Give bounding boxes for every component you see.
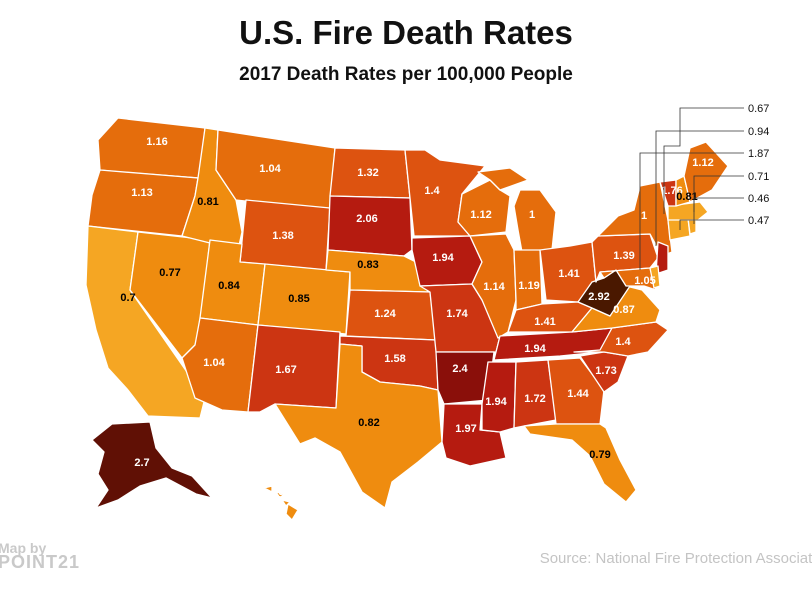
state-de[interactable]: [649, 265, 661, 289]
callout-value: 0.47: [748, 215, 769, 227]
label-oh: 1.41: [558, 268, 579, 280]
label-or: 1.13: [131, 187, 152, 199]
state-al[interactable]: [513, 359, 557, 429]
label-sd: 2.06: [356, 213, 377, 225]
label-pa: 1.39: [613, 250, 634, 262]
callout-value: 0.71: [748, 171, 769, 183]
state-sc[interactable]: [579, 351, 629, 393]
label-nv: 0.77: [159, 267, 180, 279]
label-mo: 1.74: [446, 308, 468, 320]
state-ga[interactable]: [547, 357, 605, 425]
label-nd: 1.32: [357, 167, 378, 179]
state-ma[interactable]: [667, 201, 709, 221]
label-md: 1.05: [634, 275, 655, 287]
credit-line: Map by: [0, 540, 47, 556]
callout-value: 0.94: [748, 126, 769, 138]
label-in: 1.19: [518, 280, 539, 292]
label-il: 1.14: [483, 281, 505, 293]
state-nj[interactable]: [655, 241, 669, 275]
state-fl[interactable]: [523, 423, 637, 503]
callout-leader: [639, 152, 744, 270]
state-mi[interactable]: [477, 167, 557, 253]
source-note: Source: National Fire Protection Associa…: [539, 550, 812, 567]
label-wa: 1.16: [146, 136, 167, 148]
label-fl: 0.79: [589, 449, 610, 461]
callout-labels: 0.67 0.94 1.87 0.71 0.46 0.47: [748, 103, 769, 227]
callout-leader: [679, 219, 744, 230]
label-ca: 0.7: [120, 292, 135, 304]
label-me: 1.12: [692, 157, 713, 169]
callout-value: 0.46: [748, 193, 769, 205]
label-mt: 1.04: [259, 163, 281, 175]
map-credit: Map by POINT21: [0, 540, 81, 572]
label-nc: 1.4: [615, 336, 631, 348]
label-ok: 1.58: [384, 353, 405, 365]
state-me[interactable]: [683, 141, 729, 203]
label-hi: 0.98: [269, 489, 290, 501]
label-la: 1.97: [455, 423, 476, 435]
label-ms: 1.94: [485, 396, 507, 408]
callout-leader: [693, 197, 744, 224]
state-or[interactable]: [87, 169, 199, 237]
callout-leader: [655, 130, 744, 246]
label-wy: 1.38: [272, 230, 293, 242]
state-ct[interactable]: [667, 217, 691, 241]
label-al: 1.72: [524, 393, 545, 405]
label-va: 0.87: [613, 304, 634, 316]
label-ut: 0.84: [218, 280, 240, 292]
callout-leader: [663, 107, 744, 214]
state-nc[interactable]: [573, 321, 669, 357]
callout-value: 0.67: [748, 103, 769, 115]
label-ak: 2.7: [134, 457, 149, 469]
label-tn: 1.94: [524, 343, 546, 355]
label-ky: 1.41: [534, 316, 555, 328]
map-title: U.S. Fire Death Rates: [239, 14, 573, 51]
label-wv: 2.92: [588, 291, 609, 303]
state-il[interactable]: [469, 233, 517, 339]
label-id: 0.81: [197, 196, 218, 208]
label-nm: 1.67: [275, 364, 296, 376]
label-az: 1.04: [203, 357, 225, 369]
callout-leaders: [639, 107, 744, 270]
label-mn: 1.4: [424, 185, 440, 197]
state-tx[interactable]: [274, 343, 443, 509]
label-ks: 1.24: [374, 308, 396, 320]
state-la[interactable]: [441, 403, 507, 467]
label-ne: 0.83: [357, 259, 378, 271]
state-labels: 1.16 1.13 0.7 0.77 0.81 1.04 1.38 0.84 0…: [120, 136, 713, 501]
label-ar: 2.4: [452, 363, 468, 375]
state-ar[interactable]: [435, 351, 495, 405]
label-ia: 1.94: [432, 252, 454, 264]
map-subtitle: 2017 Death Rates per 100,000 People: [239, 64, 573, 85]
credit-brand-logo: POINT21: [0, 552, 81, 572]
label-mi: 1: [529, 209, 535, 221]
state-wa[interactable]: [97, 117, 206, 179]
state-ak[interactable]: [91, 421, 213, 509]
label-ny: 1: [641, 210, 647, 222]
state-hi[interactable]: [263, 485, 299, 521]
label-wi: 1.12: [470, 209, 491, 221]
label-vt: 1.76: [661, 185, 682, 197]
label-sc: 1.73: [595, 365, 616, 377]
label-tx: 0.82: [358, 417, 379, 429]
label-co: 0.85: [288, 293, 309, 305]
label-ga: 1.44: [567, 388, 589, 400]
state-sd[interactable]: [327, 195, 413, 257]
label-nh: 0.81: [676, 191, 697, 203]
callout-value: 1.87: [748, 148, 769, 160]
